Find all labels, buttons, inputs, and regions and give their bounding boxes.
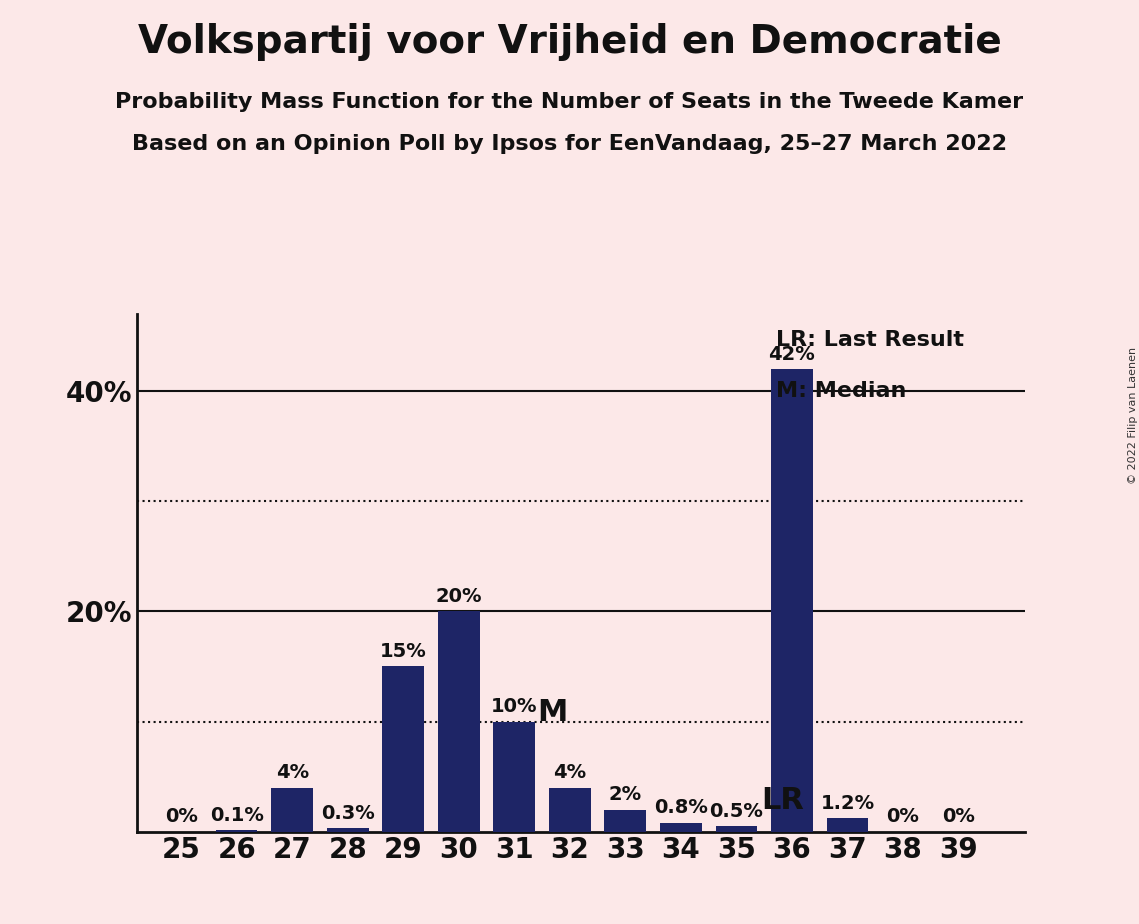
Text: Based on an Opinion Poll by Ipsos for EenVandaag, 25–27 March 2022: Based on an Opinion Poll by Ipsos for Ee…	[132, 134, 1007, 154]
Text: 0.1%: 0.1%	[210, 806, 263, 825]
Bar	[383, 666, 424, 832]
Text: 0%: 0%	[942, 807, 975, 826]
Bar	[827, 819, 868, 832]
Text: 0.5%: 0.5%	[710, 802, 763, 821]
Bar	[493, 722, 535, 832]
Bar	[659, 822, 702, 832]
Text: 0.3%: 0.3%	[321, 804, 375, 822]
Bar	[271, 787, 313, 832]
Text: M: M	[538, 698, 568, 727]
Text: 0.8%: 0.8%	[654, 798, 707, 818]
Bar	[771, 370, 813, 832]
Text: 4%: 4%	[554, 763, 587, 782]
Bar	[327, 828, 369, 832]
Bar	[605, 809, 646, 832]
Text: Volkspartij voor Vrijheid en Democratie: Volkspartij voor Vrijheid en Democratie	[138, 23, 1001, 61]
Text: 4%: 4%	[276, 763, 309, 782]
Text: © 2022 Filip van Laenen: © 2022 Filip van Laenen	[1129, 347, 1138, 484]
Bar	[215, 831, 257, 832]
Text: LR: Last Result: LR: Last Result	[777, 330, 965, 349]
Text: 15%: 15%	[379, 642, 427, 661]
Text: 20%: 20%	[435, 587, 482, 606]
Text: 42%: 42%	[769, 345, 816, 364]
Text: 10%: 10%	[491, 697, 538, 716]
Text: 0%: 0%	[886, 807, 919, 826]
Text: 2%: 2%	[608, 785, 642, 804]
Text: LR: LR	[761, 786, 804, 815]
Text: Probability Mass Function for the Number of Seats in the Tweede Kamer: Probability Mass Function for the Number…	[115, 92, 1024, 113]
Text: 1.2%: 1.2%	[820, 794, 875, 813]
Bar	[549, 787, 591, 832]
Text: M: Median: M: Median	[777, 382, 907, 401]
Text: 0%: 0%	[165, 807, 197, 826]
Bar	[715, 826, 757, 832]
Bar	[437, 612, 480, 832]
